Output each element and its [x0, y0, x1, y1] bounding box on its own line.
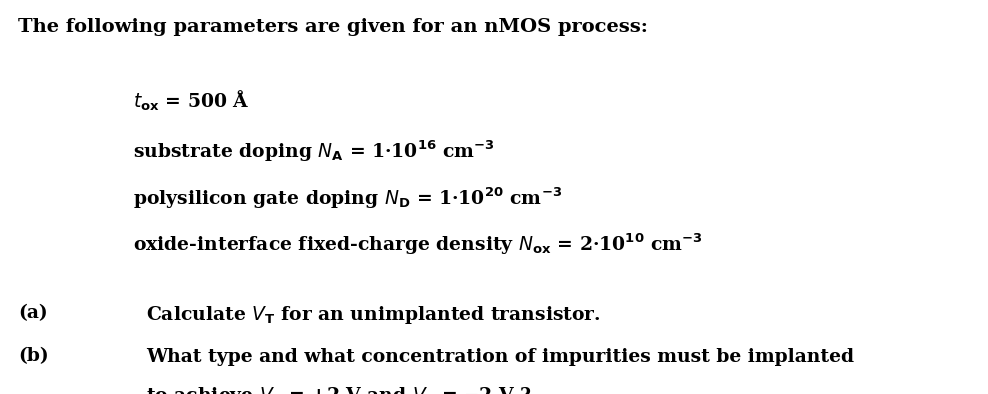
Text: What type and what concentration of impurities must be implanted: What type and what concentration of impu… — [146, 348, 855, 366]
Text: $\mathbf{\mathit{t}_{ox}}$ = 500 Å: $\mathbf{\mathit{t}_{ox}}$ = 500 Å — [133, 89, 250, 113]
Text: The following parameters are given for an nMOS process:: The following parameters are given for a… — [18, 18, 648, 36]
Text: oxide-interface fixed-charge density $\mathbf{\mathit{N}_{ox}}$ = 2·10$^{\mathbf: oxide-interface fixed-charge density $\m… — [133, 232, 703, 257]
Text: (a): (a) — [18, 304, 47, 322]
Text: Calculate $\mathbf{\mathit{V}_{T}}$ for an unimplanted transistor.: Calculate $\mathbf{\mathit{V}_{T}}$ for … — [146, 304, 601, 326]
Text: (b): (b) — [18, 348, 48, 366]
Text: substrate doping $\mathbf{\mathit{N}_{A}}$ = 1·10$^{\mathbf{16}}$ cm$^{\mathbf{-: substrate doping $\mathbf{\mathit{N}_{A}… — [133, 139, 495, 164]
Text: polysilicon gate doping $\mathbf{\mathit{N}_{D}}$ = 1·10$^{\mathbf{20}}$ cm$^{\m: polysilicon gate doping $\mathbf{\mathit… — [133, 185, 562, 211]
Text: to achieve $\mathbf{\mathit{V}_{T}}$ = +2 V and $\mathbf{\mathit{V}_{T}}$ = −2 V: to achieve $\mathbf{\mathit{V}_{T}}$ = +… — [146, 385, 532, 394]
